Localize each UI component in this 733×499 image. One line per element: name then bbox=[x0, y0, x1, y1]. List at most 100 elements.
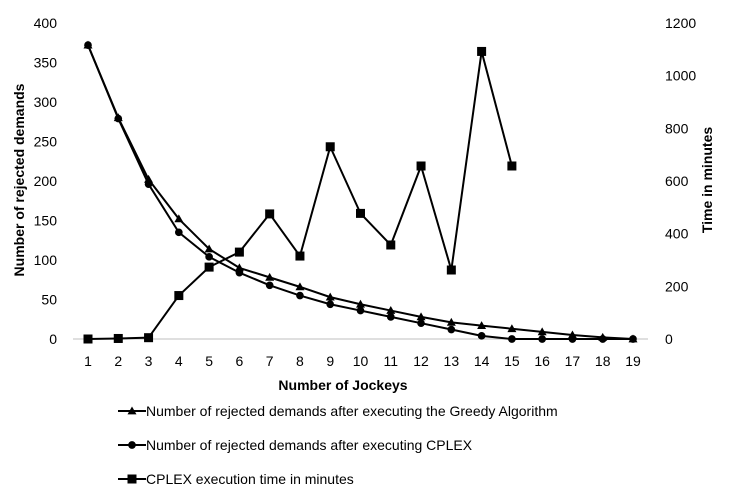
data-point bbox=[386, 240, 396, 250]
y2-tick-label: 0 bbox=[665, 331, 673, 347]
legend-marker bbox=[127, 406, 137, 415]
x-tick-label: 19 bbox=[625, 353, 641, 369]
data-point bbox=[508, 335, 516, 343]
x-tick-label: 9 bbox=[326, 353, 334, 369]
data-point bbox=[113, 333, 123, 343]
data-point bbox=[204, 244, 214, 253]
data-point bbox=[174, 214, 184, 223]
data-point bbox=[295, 282, 305, 291]
data-point bbox=[265, 209, 275, 219]
y-axis-title: Number of rejected demands bbox=[11, 83, 27, 276]
legend-entry-triangle: Number of rejected demands after executi… bbox=[118, 403, 558, 419]
x-tick-label: 6 bbox=[235, 353, 243, 369]
legend-entry-square: CPLEX execution time in minutes bbox=[118, 471, 354, 487]
data-point bbox=[386, 306, 396, 314]
data-point bbox=[477, 332, 486, 340]
y2-axis-title: Time in minutes bbox=[699, 127, 715, 234]
data-point bbox=[265, 281, 274, 290]
x-tick-label: 13 bbox=[444, 353, 460, 369]
data-point bbox=[447, 325, 456, 334]
x-tick-label: 2 bbox=[114, 353, 122, 369]
y2-tick-label: 200 bbox=[665, 278, 689, 294]
legend-marker bbox=[127, 474, 137, 484]
data-point bbox=[356, 299, 365, 308]
data-point bbox=[446, 265, 456, 275]
x-tick-label: 11 bbox=[384, 353, 399, 369]
data-point bbox=[416, 312, 426, 321]
x-tick-label: 15 bbox=[504, 353, 520, 369]
series-line bbox=[87, 44, 633, 340]
right-axis-ticks: 0 200 400 600 800 1000 1200 bbox=[665, 15, 696, 347]
series-triangle bbox=[83, 40, 638, 343]
legend-label: CPLEX execution time in minutes bbox=[146, 471, 354, 487]
x-tick-label: 16 bbox=[534, 353, 550, 369]
legend-label: Number of rejected demands after executi… bbox=[146, 403, 558, 419]
data-point bbox=[507, 161, 517, 171]
y-tick-label: 300 bbox=[34, 94, 58, 110]
data-point bbox=[507, 324, 517, 333]
y-tick-label: 200 bbox=[34, 173, 58, 189]
legend: Number of rejected demands after executi… bbox=[118, 403, 558, 487]
data-point bbox=[144, 180, 153, 188]
data-point bbox=[477, 321, 487, 329]
data-point bbox=[598, 335, 607, 343]
data-point bbox=[295, 251, 305, 261]
x-tick-label: 1 bbox=[84, 353, 92, 369]
data-point bbox=[629, 335, 637, 343]
data-point bbox=[356, 306, 365, 315]
y-tick-label: 350 bbox=[34, 55, 58, 71]
legend-entry-circle: Number of rejected demands after executi… bbox=[118, 437, 473, 453]
legend-label: Number of rejected demands after executi… bbox=[146, 437, 473, 453]
data-point bbox=[417, 319, 425, 328]
data-point bbox=[416, 161, 426, 171]
data-point bbox=[386, 313, 395, 321]
x-tick-label: 10 bbox=[353, 353, 369, 369]
y-tick-label: 50 bbox=[41, 292, 57, 308]
data-point bbox=[174, 291, 184, 301]
y-tick-label: 250 bbox=[34, 134, 58, 150]
series-line bbox=[87, 44, 634, 340]
data-point bbox=[83, 334, 93, 344]
data-point bbox=[234, 247, 244, 257]
series-circle bbox=[84, 41, 637, 343]
data-point bbox=[296, 291, 304, 300]
x-tick-label: 8 bbox=[296, 353, 304, 369]
data-point bbox=[114, 114, 123, 123]
data-point bbox=[326, 300, 335, 309]
y2-tick-label: 600 bbox=[665, 173, 689, 189]
data-point bbox=[235, 268, 244, 277]
y-tick-label: 400 bbox=[34, 15, 58, 31]
y2-tick-label: 800 bbox=[665, 120, 689, 136]
data-point bbox=[84, 41, 92, 49]
y-tick-label: 150 bbox=[34, 213, 58, 229]
data-point bbox=[325, 142, 335, 152]
y2-tick-label: 1200 bbox=[665, 15, 696, 31]
data-point bbox=[538, 335, 546, 343]
data-point bbox=[477, 46, 487, 56]
x-tick-label: 14 bbox=[474, 353, 490, 369]
data-point bbox=[205, 253, 213, 261]
x-tick-label: 4 bbox=[175, 353, 183, 369]
data-point bbox=[234, 263, 244, 272]
data-point bbox=[265, 272, 275, 281]
left-axis-ticks: 0 50 100 150 200 250 300 350 400 bbox=[34, 15, 58, 347]
data-point bbox=[175, 228, 183, 237]
data-point bbox=[356, 208, 365, 218]
series-layer bbox=[83, 40, 638, 344]
x-axis-ticks: 1 2 3 4 5 6 7 8 9 10 11 12 13 14 15 16 17 18 19 bbox=[84, 353, 641, 369]
data-point bbox=[325, 292, 335, 301]
x-tick-label: 7 bbox=[266, 353, 274, 369]
legend-marker bbox=[128, 441, 136, 449]
y2-tick-label: 400 bbox=[665, 226, 689, 242]
y-tick-label: 0 bbox=[49, 331, 57, 347]
x-axis-title: Number of Jockeys bbox=[278, 377, 407, 393]
y2-tick-label: 1000 bbox=[665, 68, 696, 84]
data-point bbox=[144, 333, 154, 343]
data-point bbox=[446, 317, 456, 326]
series-square bbox=[83, 46, 517, 344]
x-tick-label: 18 bbox=[595, 353, 611, 369]
data-point bbox=[204, 262, 214, 272]
x-tick-label: 12 bbox=[413, 353, 429, 369]
x-tick-label: 5 bbox=[205, 353, 213, 369]
